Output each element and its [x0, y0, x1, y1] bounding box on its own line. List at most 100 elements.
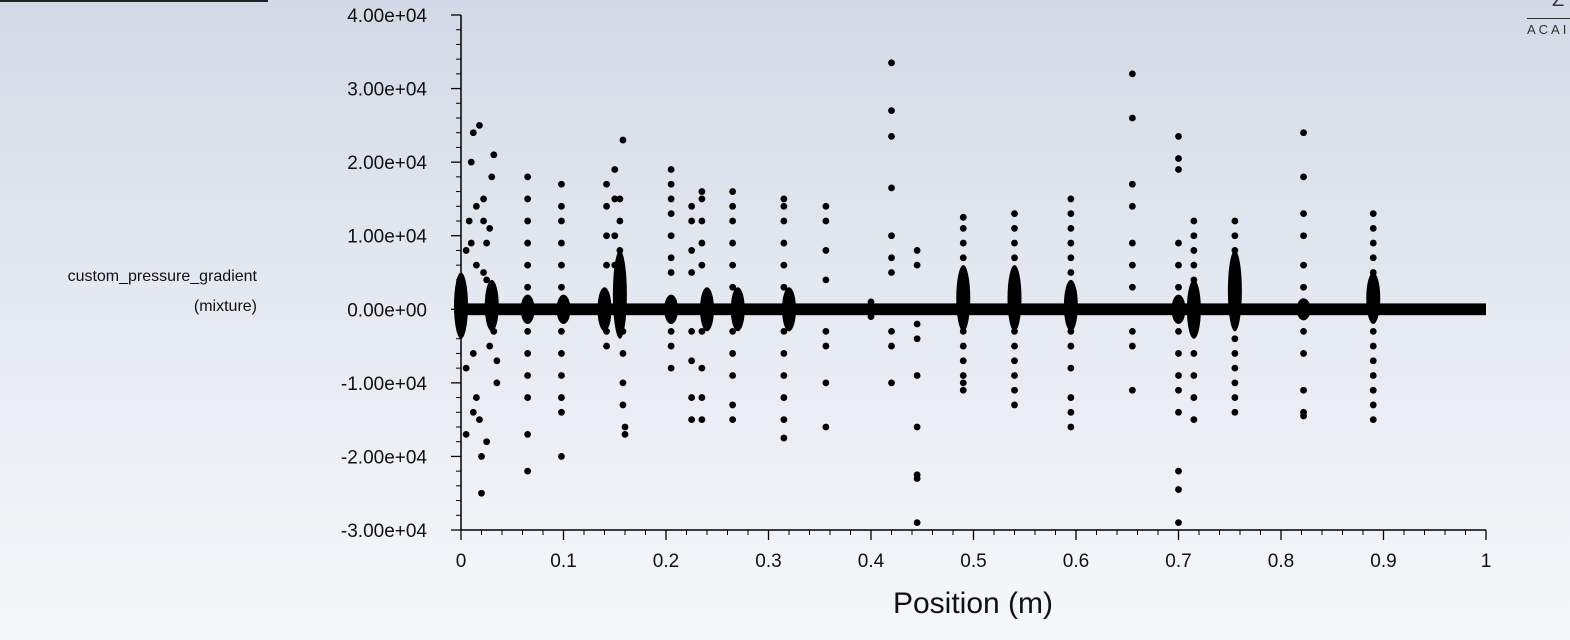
data-point [558, 372, 565, 379]
data-point [1128, 327, 1136, 335]
data-point [913, 335, 921, 343]
data-point [603, 342, 610, 350]
data-point [558, 283, 565, 291]
data-point [1067, 342, 1075, 350]
data-point [1011, 254, 1018, 262]
data-point [667, 269, 675, 276]
data-point [1067, 224, 1075, 232]
x-tick-label: 0.2 [653, 551, 679, 572]
data-point [467, 239, 475, 247]
x-tick-label: 0.9 [1370, 551, 1396, 572]
data-point [913, 519, 921, 527]
data-point [1175, 408, 1182, 416]
data-point [1190, 276, 1198, 284]
data-point [1011, 224, 1018, 232]
data-point [1231, 379, 1239, 387]
x-tick-label: 0.6 [1063, 551, 1089, 572]
data-point [780, 372, 788, 379]
data-point [1175, 386, 1182, 394]
data-point [486, 224, 494, 232]
data-point [780, 202, 788, 210]
data-point [1067, 254, 1075, 262]
data-point [698, 327, 706, 335]
data-point [822, 379, 830, 387]
data-point [1011, 283, 1018, 291]
data-point [698, 217, 706, 225]
data-point [558, 180, 565, 188]
data-point [1011, 357, 1018, 365]
data-point [1300, 129, 1307, 137]
data-point [729, 239, 737, 247]
x-tick-label: 0 [456, 551, 467, 572]
data-point [1300, 173, 1307, 181]
data-point [1128, 342, 1136, 350]
data-point [1190, 261, 1198, 269]
data-point [959, 269, 967, 276]
data-point [603, 232, 610, 240]
data-point [483, 438, 491, 446]
data-point [472, 202, 480, 210]
data-point [488, 173, 496, 181]
data-point [483, 239, 491, 247]
data-point [888, 342, 895, 350]
data-point [1369, 386, 1377, 394]
data-point [822, 217, 830, 225]
dense-burst [556, 294, 571, 324]
data-point [1011, 327, 1018, 335]
data-point [524, 217, 532, 225]
data-point [729, 261, 737, 269]
data-point [1300, 261, 1307, 269]
data-point [959, 379, 967, 387]
data-point [1067, 195, 1075, 203]
data-point [1067, 394, 1075, 401]
dense-burst [597, 287, 612, 332]
data-point [913, 423, 921, 431]
data-point [558, 453, 565, 460]
x-axis-label: Position (m) [893, 587, 1053, 620]
data-point [867, 313, 875, 321]
data-point [1369, 372, 1377, 379]
y-axis-label-line-1: custom_pressure_gradient [67, 268, 257, 285]
data-point [616, 247, 624, 254]
logo-top-text: Z [1552, 0, 1565, 11]
data-point [1231, 364, 1239, 372]
data-point [1369, 327, 1377, 335]
data-point [480, 217, 487, 225]
data-point [688, 202, 696, 210]
data-point [619, 379, 627, 387]
data-point [1175, 239, 1182, 247]
data-point [1369, 401, 1377, 409]
data-point [822, 327, 830, 335]
data-point [780, 195, 788, 203]
data-point [1300, 283, 1307, 291]
data-point [490, 327, 498, 335]
data-point [1128, 261, 1136, 269]
data-point [698, 364, 706, 372]
data-point [888, 327, 895, 335]
data-point [493, 379, 501, 387]
data-point [667, 166, 675, 173]
data-point [888, 254, 895, 262]
y-tick-label: -1.00e+04 [341, 374, 428, 395]
data-point [603, 202, 610, 210]
data-point [959, 342, 967, 350]
data-point [524, 430, 532, 438]
dense-burst [730, 287, 745, 332]
dense-burst [484, 279, 499, 332]
data-point [1231, 408, 1239, 416]
data-point [1369, 254, 1377, 262]
data-point [465, 217, 473, 225]
dense-burst [664, 294, 679, 324]
data-point [621, 430, 629, 438]
dense-burst [1007, 265, 1022, 332]
data-point [698, 394, 706, 401]
data-point [462, 430, 470, 438]
data-point [558, 408, 565, 416]
data-point [780, 394, 788, 401]
data-point [913, 320, 921, 328]
data-point [729, 416, 737, 424]
data-point [603, 180, 610, 188]
y-tick-label: 1.00e+04 [347, 227, 427, 248]
data-point [959, 327, 967, 335]
